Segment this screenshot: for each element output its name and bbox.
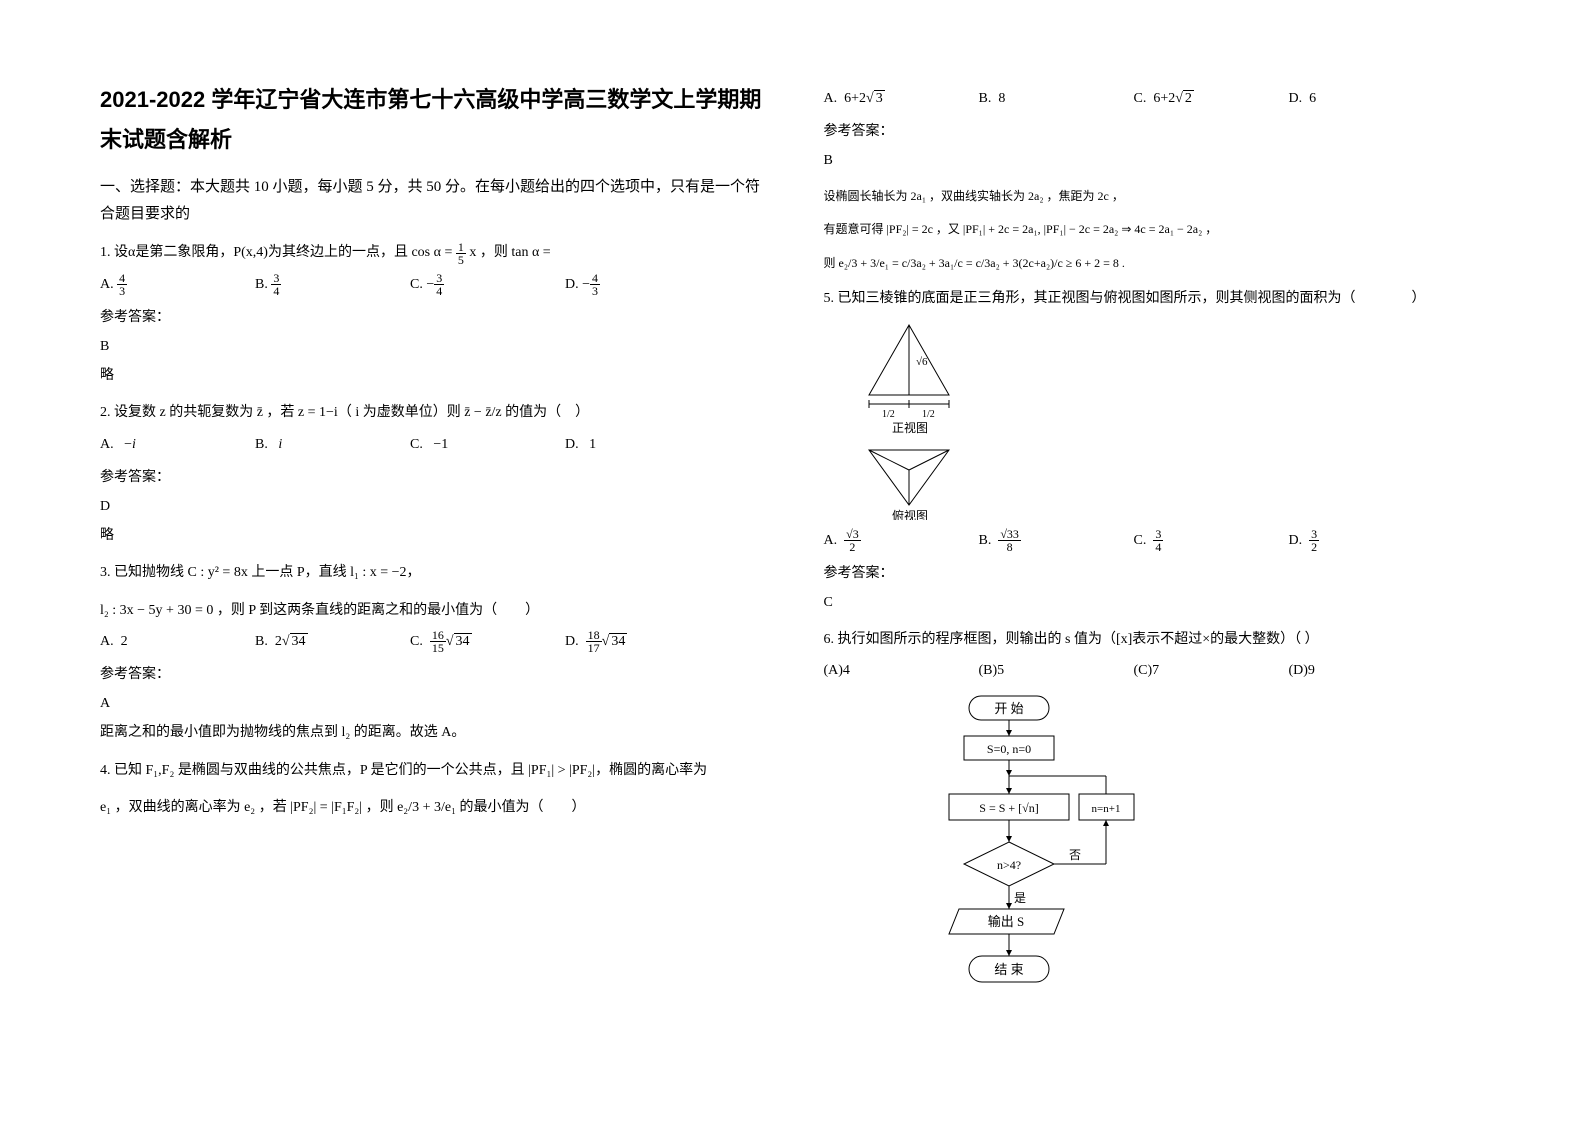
- q6-opt-c: (C)7: [1134, 658, 1244, 683]
- q4-expl3: 则 e₂/3 + 3/e₁ = c/3a₂ + 3a₁/c = c/3a₂ + …: [824, 253, 1488, 275]
- q5-diagram: √6 1/2 1/2 正视图 俯视图: [854, 320, 1488, 520]
- q4-ans: B: [824, 148, 1488, 173]
- right-column: A. 6+2√3 B. 8 C. 6+2√2 D. 6 参考答案： B 设椭圆长…: [824, 80, 1488, 1082]
- q2-opt-a: A. −i: [100, 432, 210, 457]
- q6-opt-a: (A)4: [824, 658, 934, 683]
- views-diagram: √6 1/2 1/2 正视图 俯视图: [854, 320, 974, 520]
- flow-out: 输出 S: [987, 914, 1023, 929]
- q5-ans: C: [824, 590, 1488, 615]
- q2-ans-label: 参考答案：: [100, 465, 764, 490]
- q4-opt-d: D. 6: [1289, 86, 1399, 111]
- q4-options: A. 6+2√3 B. 8 C. 6+2√2 D. 6: [824, 86, 1488, 111]
- q5-opt-d: D. 32: [1289, 528, 1399, 553]
- q3-opt-d: D. 1817√34: [565, 629, 675, 654]
- flow-inc: n=n+1: [1091, 803, 1120, 815]
- front-view-label: 正视图: [892, 420, 928, 435]
- q1-opt-d: D. −43: [565, 272, 675, 297]
- top-view-label: 俯视图: [892, 508, 928, 520]
- q1-formula: cos α = 15 x: [411, 240, 476, 265]
- q4-expl1: 设椭圆长轴长为 2a₁ ，双曲线实轴长为 2a₂ ，焦距为 2c ，: [824, 186, 1488, 208]
- q6-opt-d: (D)9: [1289, 658, 1399, 683]
- q2-ans: D: [100, 494, 764, 519]
- q1-ans: B: [100, 334, 764, 359]
- q5-ans-label: 参考答案：: [824, 561, 1488, 586]
- q3-opt-c: C. 1615√34: [410, 629, 520, 654]
- q3-note: 距离之和的最小值即为抛物线的焦点到 l₂ 的距离。故选 A。: [100, 720, 764, 745]
- q4-opt-b: B. 8: [979, 86, 1089, 111]
- q1-note: 略: [100, 363, 764, 388]
- q3-ans-label: 参考答案：: [100, 662, 764, 687]
- half-label-1: 1/2: [882, 409, 895, 420]
- q4-expl2: 有题意可得 |PF₂| = 2c ，又 |PF₁| + 2c = 2a₁, |P…: [824, 219, 1488, 241]
- q1-options: A. 43 B. 34 C. −34 D. −43: [100, 272, 764, 297]
- q6-stem: 6. 执行如图所示的程序框图，则输出的 s 值为（[x]表示不超过×的最大整数）…: [824, 627, 1488, 652]
- flow-no: 否: [1069, 848, 1081, 862]
- q5-opt-b: B. √338: [979, 528, 1089, 553]
- q3-stem2: l₂ : 3x − 5y + 30 = 0 ，则 P 到这两条直线的距离之和的最…: [100, 598, 764, 623]
- q2-options: A. −i B. i C. −1 D. 1: [100, 432, 764, 457]
- q6-flowchart: 开 始 S=0, n=0 S = S + [√n] n=n+1 n>4? 否: [914, 694, 1488, 1004]
- flow-cond: n>4?: [996, 858, 1020, 872]
- q1-opt-b: B. 34: [255, 272, 365, 297]
- q3-options: A. 2 B. 2√34 C. 1615√34 D. 1817√34: [100, 629, 764, 654]
- q3-ans: A: [100, 691, 764, 716]
- page-title: 2021-2022 学年辽宁省大连市第七十六高级中学高三数学文上学期期末试题含解…: [100, 80, 764, 159]
- q5-stem: 5. 已知三棱锥的底面是正三角形，其正视图与俯视图如图所示，则其侧视图的面积为（…: [824, 286, 1488, 311]
- q4-ans-label: 参考答案：: [824, 119, 1488, 144]
- q1-stem-a: 1. 设α是第二象限角，P(x,4)为其终边上的一点，且: [100, 245, 411, 260]
- q6-opt-b: (B)5: [979, 658, 1089, 683]
- flow-step: S = S + [√n]: [979, 801, 1038, 815]
- q4-stem1: 4. 已知 F₁,F₂ 是椭圆与双曲线的公共焦点，P 是它们的一个公共点，且 |…: [100, 758, 764, 783]
- flowchart-svg: 开 始 S=0, n=0 S = S + [√n] n=n+1 n>4? 否: [914, 694, 1144, 1004]
- q1-opt-c: C. −34: [410, 272, 520, 297]
- q3-opt-b: B. 2√34: [255, 629, 365, 654]
- q6-options: (A)4 (B)5 (C)7 (D)9: [824, 658, 1488, 683]
- flow-start: 开 始: [994, 701, 1023, 716]
- q2-opt-c: C. −1: [410, 432, 520, 457]
- q1-stem: 1. 设α是第二象限角，P(x,4)为其终边上的一点，且 cos α = 15 …: [100, 240, 764, 265]
- q1-opt-a: A. 43: [100, 272, 210, 297]
- q2-stem: 2. 设复数 z 的共轭复数为 z̄ ，若 z = 1−i（ i 为虚数单位）则…: [100, 400, 764, 425]
- q3-stem1: 3. 已知抛物线 C : y² = 8x 上一点 P，直线 l₁ : x = −…: [100, 560, 764, 585]
- q2-opt-d: D. 1: [565, 432, 675, 457]
- q2-opt-b: B. i: [255, 432, 365, 457]
- q1-stem-b: ，则 tan α =: [480, 245, 551, 260]
- q2-note: 略: [100, 523, 764, 548]
- q4-opt-c: C. 6+2√2: [1134, 86, 1244, 111]
- flow-end: 结 束: [994, 962, 1023, 977]
- q5-opt-a: A. √32: [824, 528, 934, 553]
- q3-opt-a: A. 2: [100, 629, 210, 654]
- sqrt6-label: √6: [916, 356, 928, 368]
- section-1-head: 一、选择题：本大题共 10 小题，每小题 5 分，共 50 分。在每小题给出的四…: [100, 174, 764, 228]
- half-label-2: 1/2: [922, 409, 935, 420]
- flow-init: S=0, n=0: [986, 742, 1030, 756]
- left-column: 2021-2022 学年辽宁省大连市第七十六高级中学高三数学文上学期期末试题含解…: [100, 80, 764, 1082]
- q4-opt-a: A. 6+2√3: [824, 86, 934, 111]
- q1-ans-label: 参考答案：: [100, 305, 764, 330]
- q5-options: A. √32 B. √338 C. 34 D. 32: [824, 528, 1488, 553]
- q4-stem2: e₁ ，双曲线的离心率为 e₂ ，若 |PF₂| = |F₁F₂| ，则 e₂/…: [100, 795, 764, 820]
- flow-yes: 是: [1014, 891, 1026, 905]
- q5-opt-c: C. 34: [1134, 528, 1244, 553]
